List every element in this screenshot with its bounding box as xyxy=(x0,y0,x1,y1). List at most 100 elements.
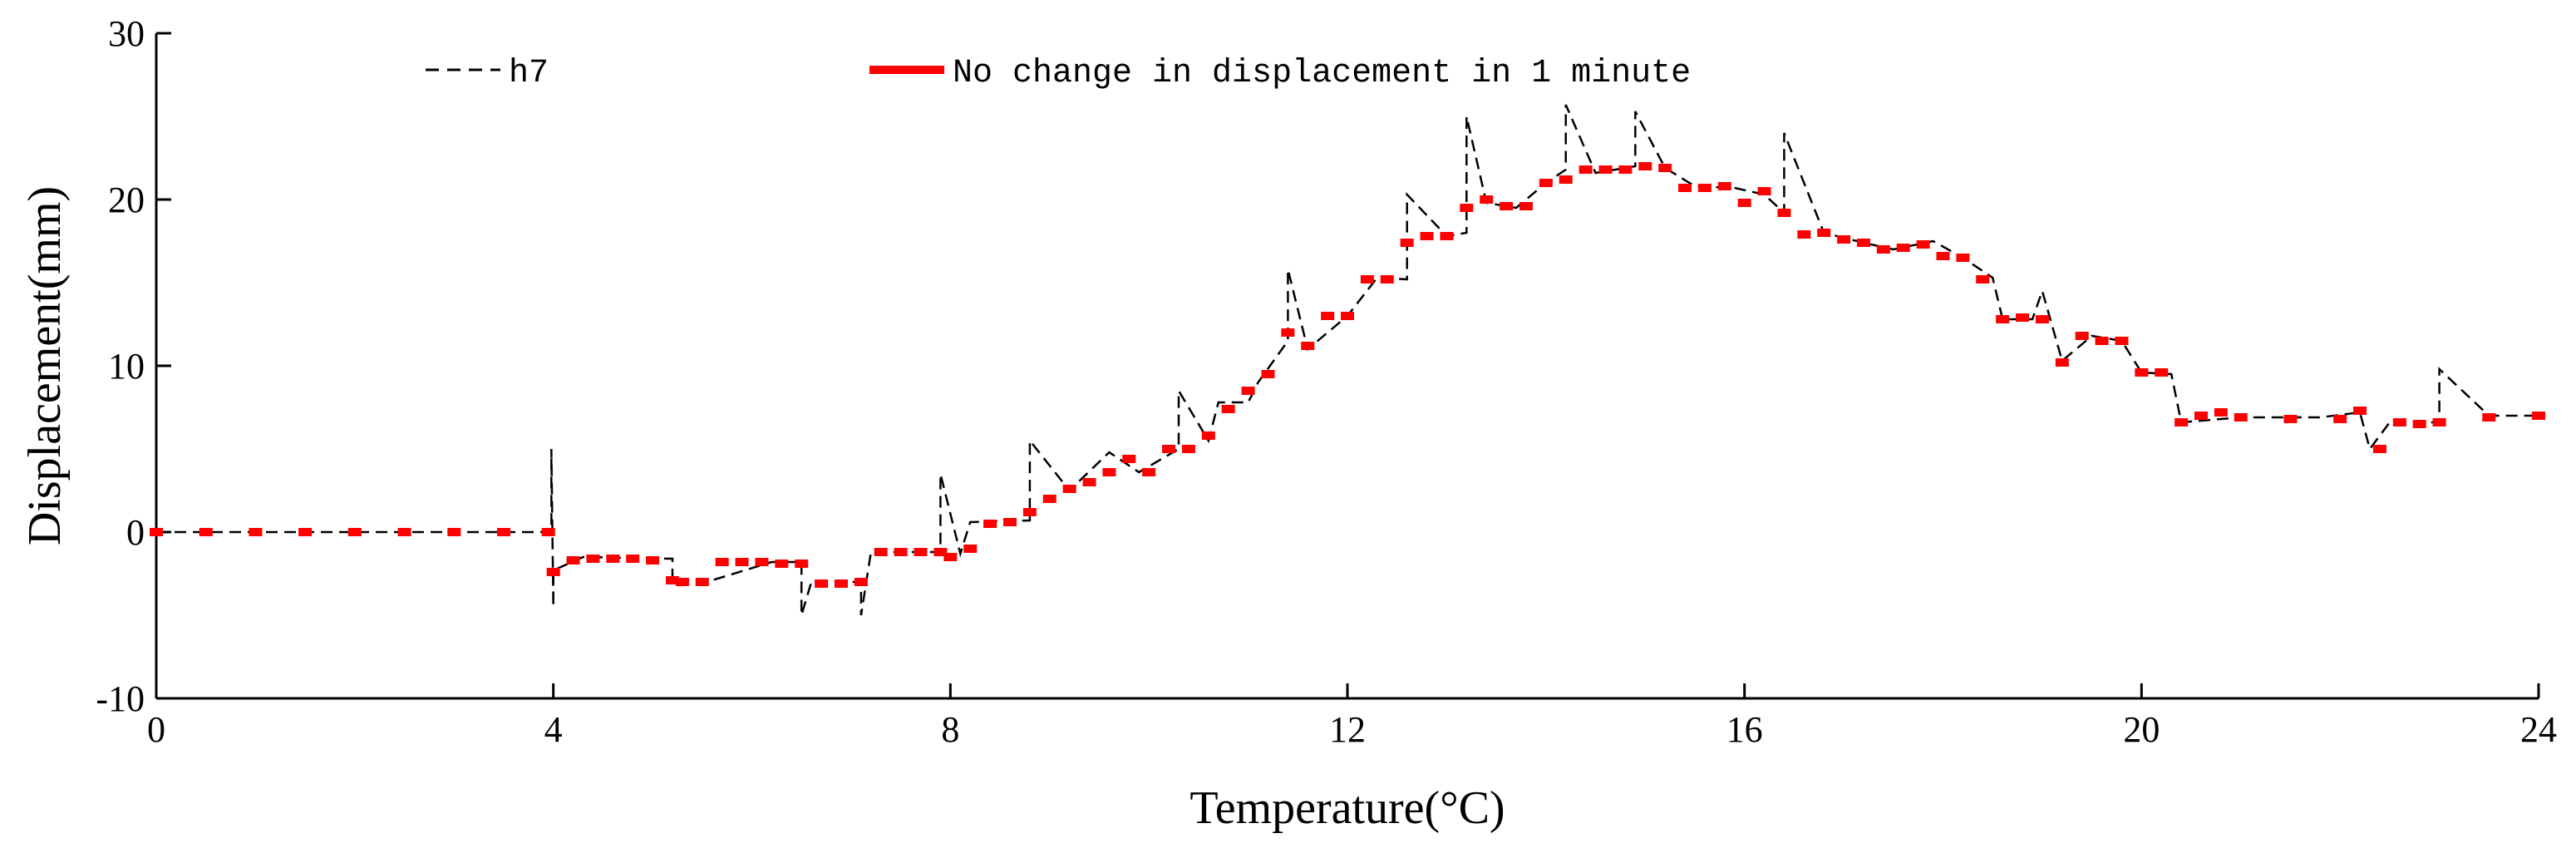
stable-marker xyxy=(2035,315,2049,323)
stable-marker xyxy=(1261,370,1275,378)
stable-marker xyxy=(1797,230,1811,239)
stable-marker xyxy=(1697,184,1712,192)
stable-marker xyxy=(1936,252,1950,260)
stable-marker xyxy=(1757,187,1771,195)
plot-area xyxy=(156,33,2539,698)
stable-marker xyxy=(646,556,660,565)
stable-marker xyxy=(943,553,958,561)
y-tick-label: 0 xyxy=(126,512,145,553)
stable-marker xyxy=(1996,315,2010,323)
stable-marker xyxy=(1876,245,1890,254)
x-tick-label: 4 xyxy=(544,709,563,750)
stable-marker xyxy=(2055,358,2069,367)
stable-marker xyxy=(963,545,978,553)
stable-marker xyxy=(1082,478,1096,486)
stable-marker xyxy=(1122,455,1136,463)
stable-marker xyxy=(933,548,948,556)
stable-marker xyxy=(447,528,461,536)
stable-marker xyxy=(1896,244,1910,252)
stable-marker xyxy=(199,528,213,536)
stable-marker xyxy=(2333,415,2347,423)
stable-marker xyxy=(2392,418,2406,426)
stable-marker xyxy=(347,528,362,536)
stable-marker xyxy=(496,528,510,536)
stable-marker xyxy=(1380,275,1394,284)
stable-marker xyxy=(2283,415,2298,423)
legend: h7 No change in displacement in 1 minute xyxy=(426,55,1691,92)
stable-marker xyxy=(2135,368,2149,377)
stable-marker xyxy=(1638,162,1652,170)
stable-marker xyxy=(249,528,263,536)
y-axis-ticks: -10 0 10 20 30 xyxy=(96,13,171,719)
x-axis-ticks: 0 4 8 12 16 20 24 xyxy=(147,683,2557,750)
stable-marker xyxy=(2075,332,2089,340)
stable-marker xyxy=(735,558,749,566)
stable-marker xyxy=(1777,209,1791,217)
stable-marker xyxy=(1916,240,1930,249)
stable-marker xyxy=(2234,413,2248,422)
series-stable-group xyxy=(150,162,2545,588)
stable-marker xyxy=(2372,445,2386,453)
stable-marker xyxy=(2482,413,2496,422)
stable-marker xyxy=(1201,431,1215,440)
stable-marker xyxy=(1360,275,1374,284)
stable-marker xyxy=(1460,204,1474,212)
stable-marker xyxy=(397,528,411,536)
stable-marker xyxy=(606,555,620,563)
stable-marker xyxy=(1241,387,1255,395)
stable-marker xyxy=(1062,485,1076,493)
legend-h7-label: h7 xyxy=(509,55,549,92)
stable-marker xyxy=(755,558,769,566)
stable-marker xyxy=(1817,229,1831,237)
x-tick-label: 0 xyxy=(147,709,165,750)
x-tick-label: 20 xyxy=(2123,709,2160,750)
stable-marker xyxy=(2532,412,2545,420)
stable-marker xyxy=(914,548,928,556)
x-tick-label: 16 xyxy=(1726,709,1763,750)
stable-marker xyxy=(566,556,580,565)
stable-marker xyxy=(2432,418,2446,426)
stable-marker xyxy=(1181,445,1195,453)
stable-marker xyxy=(1598,165,1613,174)
stable-marker xyxy=(150,528,163,536)
stable-marker xyxy=(894,548,908,556)
stable-marker xyxy=(2095,337,2109,345)
stable-marker xyxy=(1539,179,1553,187)
stable-marker xyxy=(1341,312,1354,320)
stable-marker xyxy=(1717,182,1731,190)
stable-marker xyxy=(2115,337,2129,345)
stable-marker xyxy=(2214,408,2228,417)
stable-marker xyxy=(298,528,313,536)
legend-stable-label: No change in displacement in 1 minute xyxy=(953,55,1691,92)
stable-marker xyxy=(1321,312,1335,320)
stable-marker xyxy=(1400,239,1414,247)
y-tick-label: 20 xyxy=(108,180,145,220)
stable-marker xyxy=(1221,405,1235,413)
stable-marker xyxy=(1480,195,1494,204)
stable-marker xyxy=(1142,468,1156,476)
stable-marker xyxy=(2175,418,2189,426)
stable-marker xyxy=(775,560,789,568)
stable-marker xyxy=(1618,165,1633,174)
stable-marker xyxy=(1837,235,1851,244)
stable-marker xyxy=(834,579,848,588)
stable-marker xyxy=(1678,184,1692,192)
x-tick-label: 24 xyxy=(2520,709,2557,750)
stable-marker xyxy=(983,520,997,528)
stable-marker xyxy=(1002,518,1017,526)
x-tick-label: 12 xyxy=(1329,709,1366,750)
series-h7-group xyxy=(156,104,2539,616)
stable-marker xyxy=(715,558,729,566)
y-axis-title: Displacement(mm) xyxy=(19,186,71,545)
stable-marker xyxy=(1579,165,1593,174)
stable-marker xyxy=(541,528,555,536)
stable-marker xyxy=(1976,275,1990,284)
stable-marker xyxy=(586,555,600,563)
y-tick-label: 10 xyxy=(108,346,145,387)
stable-marker xyxy=(2155,368,2169,377)
x-axis-title: Temperature(°C) xyxy=(1189,782,1505,834)
stable-marker xyxy=(2194,412,2208,420)
stable-marker xyxy=(626,555,640,563)
stable-marker xyxy=(2353,407,2367,415)
